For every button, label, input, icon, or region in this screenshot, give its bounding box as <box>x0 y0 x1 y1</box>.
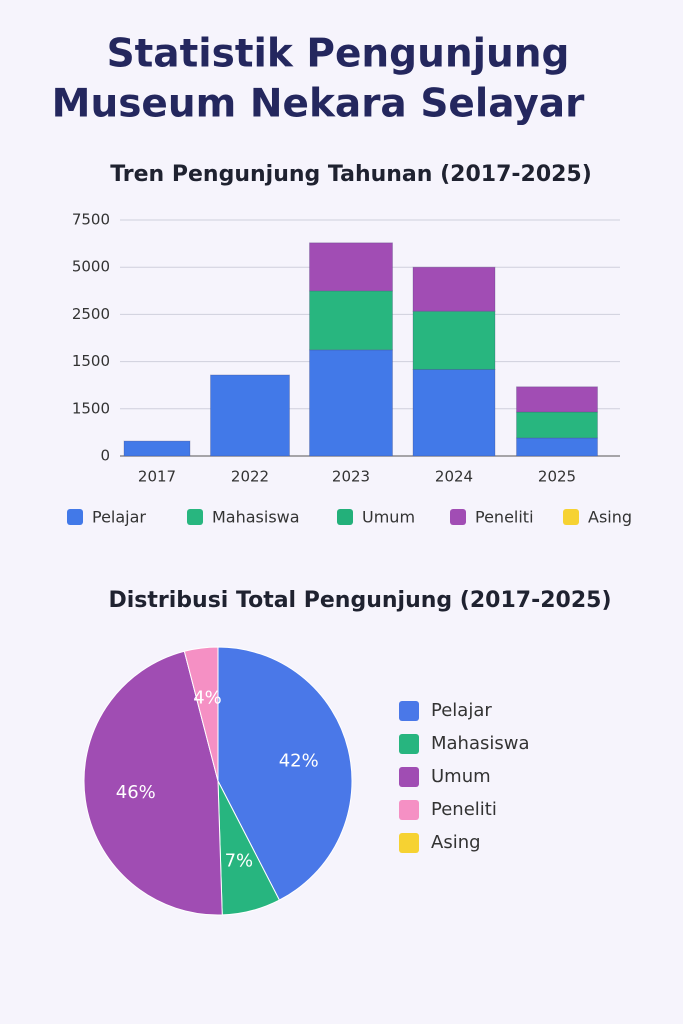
chart-title: Tren Pengunjung Tahunan (2017-2025) <box>110 162 592 187</box>
bar-segment <box>309 290 393 351</box>
chart-title: Distribusi Total Pengunjung (2017-2025) <box>108 588 611 613</box>
slice-label: 4% <box>193 688 222 709</box>
legend-label: Peneliti <box>475 508 534 527</box>
legend-swatch <box>67 509 83 525</box>
slice-value: 46 <box>116 782 139 803</box>
y-tick-label: 0 <box>100 447 110 465</box>
legend-label: Pelajar <box>92 508 146 527</box>
slice-value: 7 <box>225 850 236 871</box>
x-tick-label: 2022 <box>231 468 269 486</box>
pie-slice <box>183 646 219 782</box>
legend-label: Mahasiswa <box>212 508 300 527</box>
legend-swatch <box>187 509 203 525</box>
y-tick-label: 2500 <box>72 305 110 323</box>
x-tick-label: 2023 <box>332 468 370 486</box>
bar-segment <box>123 440 191 457</box>
legend-label: Asing <box>588 508 632 527</box>
legend-label: Peneliti <box>431 799 497 820</box>
bar-segment <box>210 374 290 457</box>
legend-label: Umum <box>362 508 415 527</box>
y-tick-label: 1500 <box>72 352 110 370</box>
legend-label: Umum <box>431 766 491 787</box>
slice-label: 46% <box>116 782 156 803</box>
slice-value: 4 <box>193 688 204 709</box>
legend-swatch <box>399 701 419 721</box>
legend-swatch <box>450 509 466 525</box>
page-title: Statistik Pengunjung <box>107 32 570 77</box>
slice-label: 7% <box>225 850 254 871</box>
slice-value: 42 <box>279 750 302 771</box>
bar-segment <box>309 242 393 292</box>
bar-segment <box>516 411 598 439</box>
bar-segment <box>412 266 496 312</box>
x-tick-label: 2025 <box>538 468 576 486</box>
page-title: Museum Nekara Selayar <box>52 82 585 127</box>
bar-segment <box>516 437 598 457</box>
pie-slice <box>83 650 223 916</box>
slice-label: 42% <box>279 750 319 771</box>
y-tick-label: 7500 <box>72 211 110 229</box>
y-tick-label: 1500 <box>72 399 110 417</box>
legend-swatch <box>399 833 419 853</box>
legend-label: Pelajar <box>431 700 492 721</box>
legend-swatch <box>399 800 419 820</box>
y-tick-label: 5000 <box>72 258 110 276</box>
bar-segment <box>412 368 496 457</box>
legend-label: Mahasiswa <box>431 733 530 754</box>
legend-label: Asing <box>431 832 481 853</box>
x-tick-label: 2017 <box>138 468 176 486</box>
bar-segment <box>516 386 598 413</box>
pie-slice <box>217 646 353 901</box>
legend-swatch <box>337 509 353 525</box>
legend-swatch <box>399 767 419 787</box>
legend-swatch <box>399 734 419 754</box>
x-tick-label: 2024 <box>435 468 473 486</box>
bar-segment <box>309 349 393 457</box>
bar-segment <box>412 310 496 370</box>
legend-swatch <box>563 509 579 525</box>
